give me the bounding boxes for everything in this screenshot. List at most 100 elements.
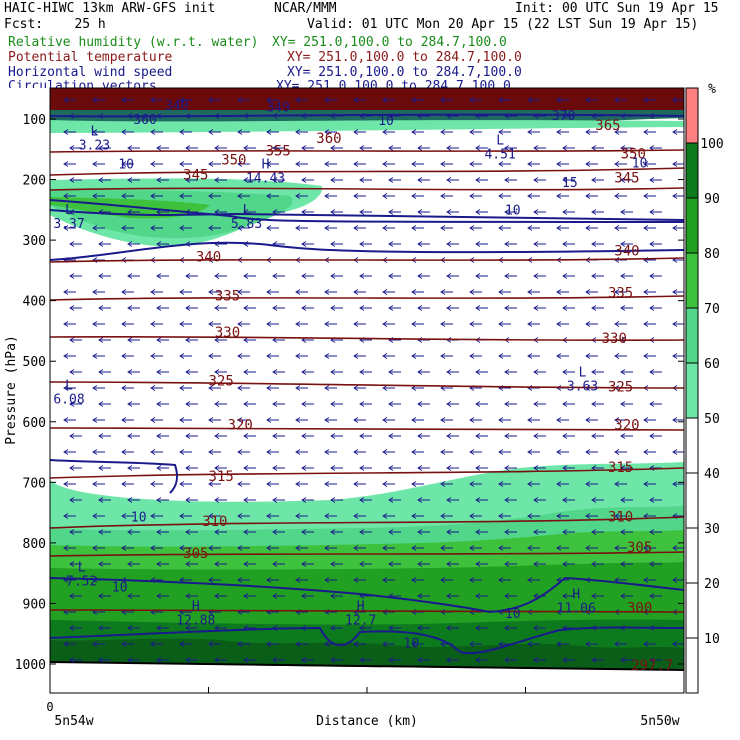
circulation-vector [382,353,395,359]
circulation-vector [359,657,372,663]
circulation-vector [562,305,575,311]
circulation-vector [411,545,424,551]
circulation-vector [649,497,662,503]
circulation-vector [498,129,511,135]
circulation-vector [98,273,111,279]
colorbar-tick-label: 30 [704,522,720,537]
circulation-vector [185,305,198,311]
circulation-vector [127,529,140,535]
circulation-vector [98,465,111,471]
circulation-vector [527,449,540,455]
y-tick-label: 1000 [15,658,46,673]
extremum-value: 3.63 [567,379,598,394]
circulation-vector [266,289,279,295]
circulation-vector [127,177,140,183]
circulation-vector [614,513,627,519]
circulation-vector [150,417,163,423]
circulation-vector [69,369,82,375]
circulation-vector [475,273,488,279]
circulation-vector [272,465,285,471]
circulation-vector [417,337,430,343]
circulation-vector [388,401,401,407]
circulation-vector [324,449,337,455]
circulation-vector [562,465,575,471]
circulation-vector [179,321,192,327]
circulation-vector [92,513,105,519]
y-tick-label: 200 [23,174,46,189]
circulation-vector [330,209,343,215]
header-title: HAIC-HIWC 13km ARW-GFS init [4,1,216,16]
circulation-vector [243,305,256,311]
circulation-vector [121,97,134,103]
theta-contour [50,257,684,263]
circulation-vector [266,353,279,359]
circulation-vector [330,241,343,247]
circulation-vector [63,481,76,487]
circulation-vector [92,545,105,551]
circulation-vector [237,193,250,199]
theta-label: 345 [183,168,208,184]
circulation-vector [411,577,424,583]
extremum-marker: L [579,365,587,380]
circulation-vector [150,321,163,327]
circulation-vector [620,561,633,567]
circulation-vector [243,369,256,375]
circulation-vector [614,545,627,551]
circulation-vector [556,289,569,295]
wind-label: 340 [165,99,188,114]
circulation-vector [324,385,337,391]
circulation-vector [69,593,82,599]
field-rh-name: Relative humidity (w.r.t. water) [8,35,259,50]
circulation-vector [156,593,169,599]
circulation-vector [527,577,540,583]
circulation-vector [272,305,285,311]
circulation-vector [382,545,395,551]
theta-label: 335 [215,289,240,305]
circulation-vector [156,369,169,375]
circulation-vector [121,641,134,647]
circulation-vector [446,561,459,567]
circulation-vector [208,129,221,135]
circulation-vector [330,145,343,151]
circulation-vector [92,353,105,359]
circulation-vector [272,497,285,503]
theta-contours-layer [50,149,684,613]
circulation-vector [156,433,169,439]
theta-contour [50,467,684,479]
circulation-vector [156,401,169,407]
y-axis-title: Pressure (hPa) [4,335,19,445]
theta-label: 310 [608,510,633,526]
circulation-vector [214,433,227,439]
circulation-vector [179,449,192,455]
circulation-vector [440,97,453,103]
circulation-vector [649,433,662,439]
circulation-vector [295,353,308,359]
circulation-vector [359,497,372,503]
circulation-vector [185,625,198,631]
circulation-vector [156,337,169,343]
circulation-vector [330,305,343,311]
circulation-vector [237,353,250,359]
circulation-vector [411,193,424,199]
circulation-vector [504,241,517,247]
y-tick-label: 600 [23,416,46,431]
circulation-vector [382,129,395,135]
circulation-vector [585,129,598,135]
circulation-vector [98,657,111,663]
circulation-vector [417,529,430,535]
circulation-vector [649,401,662,407]
circulation-vector [295,481,308,487]
circulation-vector [475,241,488,247]
circulation-vector [440,577,453,583]
circulation-vector [614,481,627,487]
circulation-vector [614,161,627,167]
circulation-vector [272,593,285,599]
circulation-vector [417,177,430,183]
extremum-marker: H [262,158,270,173]
circulation-vector [63,417,76,423]
circulation-vector [359,145,372,151]
circulation-vector [533,177,546,183]
circulation-vector [185,529,198,535]
circulation-vector [237,97,250,103]
